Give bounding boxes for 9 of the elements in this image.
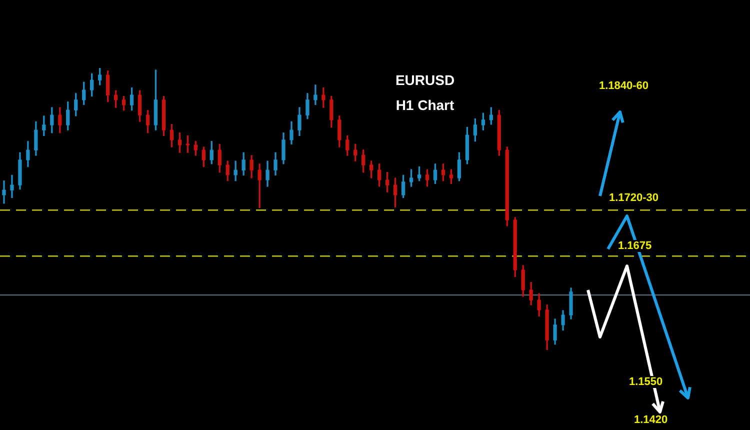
text: H1 Chart [396,97,454,113]
text: 1.1840-60 [598,80,650,92]
chart-title: EURUSD [395,72,455,88]
text: 1.1720-30 [608,192,660,204]
text: 1.1420 [633,414,669,426]
candlestick [258,164,262,208]
text: 1.1675 [617,240,653,252]
candlestick [2,180,6,204]
text: 1.1550 [628,376,664,388]
